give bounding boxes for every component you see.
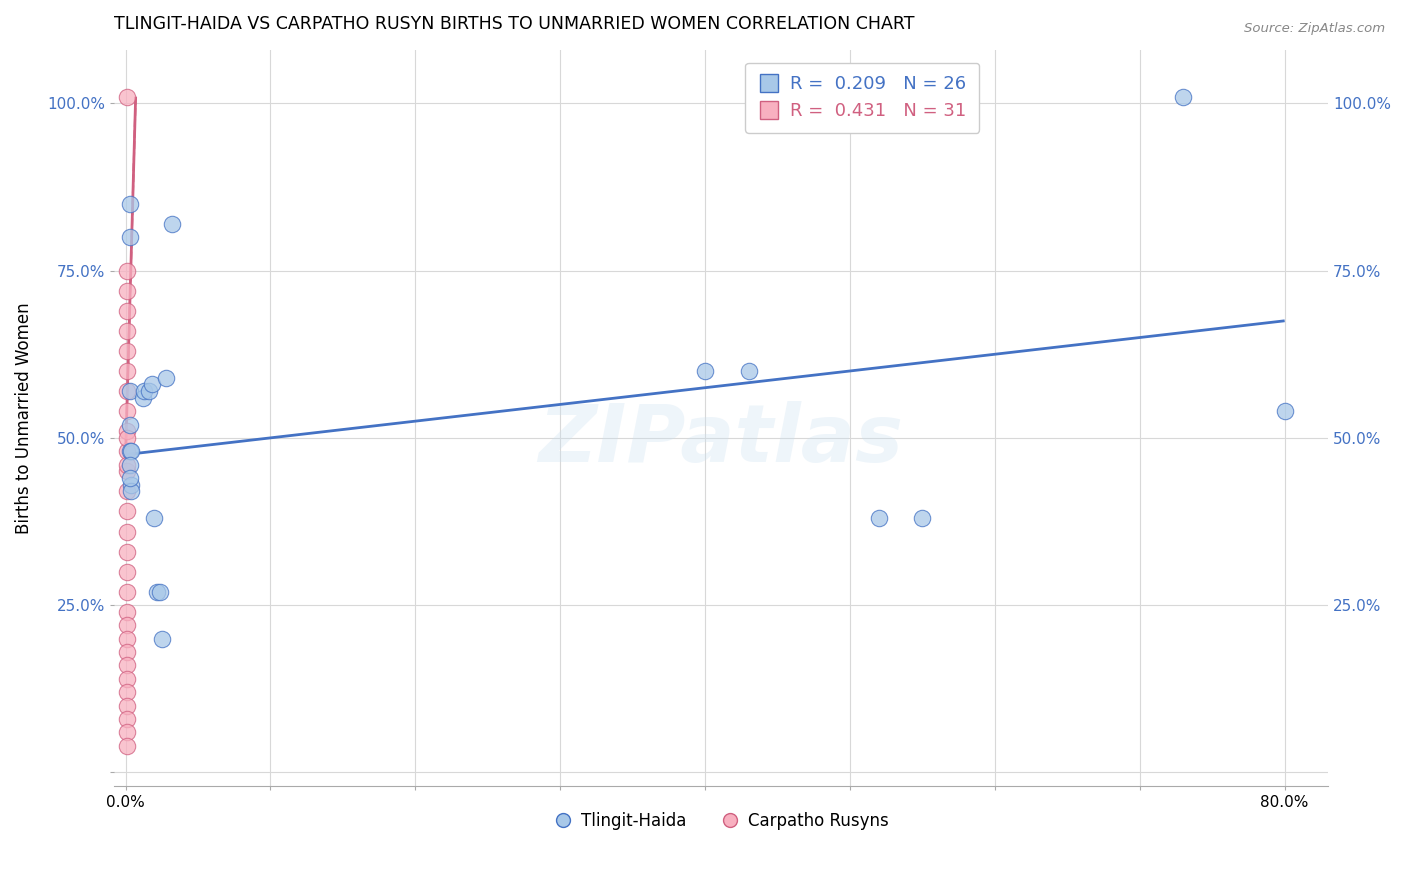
- Point: [115, 364, 138, 378]
- Point: [118, 458, 141, 472]
- Point: [115, 725, 138, 739]
- Point: [115, 464, 138, 478]
- Point: [115, 544, 138, 558]
- Point: [115, 565, 138, 579]
- Legend: Tlingit-Haida, Carpatho Rusyns: Tlingit-Haida, Carpatho Rusyns: [547, 805, 896, 837]
- Point: [115, 89, 138, 103]
- Point: [118, 384, 141, 398]
- Point: [115, 645, 138, 659]
- Point: [115, 685, 138, 699]
- Point: [115, 504, 138, 518]
- Point: [115, 605, 138, 619]
- Text: Source: ZipAtlas.com: Source: ZipAtlas.com: [1244, 22, 1385, 36]
- Point: [118, 417, 141, 432]
- Point: [120, 444, 142, 458]
- Point: [146, 584, 169, 599]
- Point: [737, 364, 759, 378]
- Point: [115, 384, 138, 398]
- Point: [115, 324, 138, 338]
- Point: [118, 471, 141, 485]
- Point: [143, 511, 166, 525]
- Point: [115, 444, 138, 458]
- Point: [115, 284, 138, 298]
- Point: [155, 370, 177, 384]
- Point: [115, 343, 138, 358]
- Point: [115, 404, 138, 418]
- Point: [868, 511, 890, 525]
- Point: [149, 584, 172, 599]
- Text: TLINGIT-HAIDA VS CARPATHO RUSYN BIRTHS TO UNMARRIED WOMEN CORRELATION CHART: TLINGIT-HAIDA VS CARPATHO RUSYN BIRTHS T…: [114, 15, 914, 33]
- Point: [118, 230, 141, 244]
- Point: [115, 712, 138, 726]
- Point: [115, 424, 138, 438]
- Point: [115, 431, 138, 445]
- Point: [115, 672, 138, 686]
- Point: [115, 458, 138, 472]
- Point: [132, 391, 155, 405]
- Y-axis label: Births to Unmarried Women: Births to Unmarried Women: [15, 302, 32, 533]
- Point: [141, 377, 163, 392]
- Point: [115, 484, 138, 499]
- Point: [115, 632, 138, 646]
- Point: [115, 584, 138, 599]
- Point: [118, 444, 141, 458]
- Point: [1274, 404, 1296, 418]
- Point: [115, 524, 138, 539]
- Point: [120, 484, 142, 499]
- Point: [150, 632, 173, 646]
- Point: [115, 658, 138, 673]
- Point: [115, 618, 138, 632]
- Point: [115, 698, 138, 713]
- Point: [118, 196, 141, 211]
- Point: [115, 303, 138, 318]
- Point: [911, 511, 934, 525]
- Text: ZIPatlas: ZIPatlas: [538, 401, 904, 479]
- Point: [115, 263, 138, 277]
- Point: [120, 477, 142, 491]
- Point: [160, 217, 183, 231]
- Point: [115, 739, 138, 753]
- Point: [693, 364, 716, 378]
- Point: [134, 384, 156, 398]
- Point: [138, 384, 160, 398]
- Point: [1173, 89, 1195, 103]
